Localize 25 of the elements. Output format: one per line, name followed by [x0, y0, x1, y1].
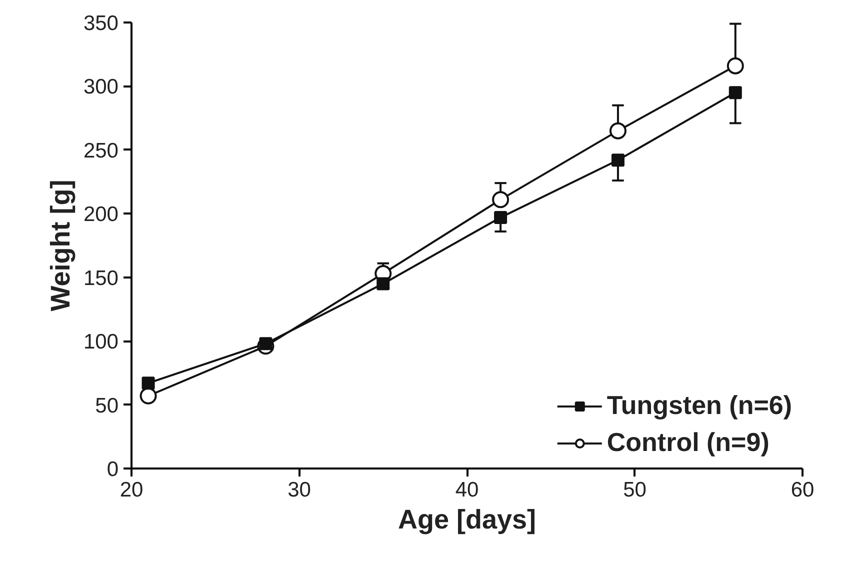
y-tick-label: 0: [106, 458, 119, 481]
x-tick-label: 30: [288, 478, 311, 502]
x-axis-title: Age [days]: [398, 504, 536, 534]
legend-label: Control (n=9): [606, 427, 770, 458]
x-tick-label: 60: [790, 478, 814, 502]
legend-label: Tungsten (n=6): [606, 390, 792, 421]
point: [611, 154, 624, 167]
y-tick-label: 50: [95, 394, 118, 418]
x-tick-label: 50: [623, 478, 646, 502]
point: [492, 191, 510, 208]
point: [376, 277, 390, 290]
y-tick-label: 350: [83, 12, 119, 35]
y-tick-label: 100: [83, 330, 119, 354]
point: [609, 122, 626, 140]
y-tick-label: 250: [83, 139, 119, 162]
y-tick-label: 300: [83, 76, 119, 99]
y-tick-label: 150: [83, 266, 119, 290]
y-tick-label: 200: [83, 203, 119, 226]
point: [726, 57, 744, 74]
point: [494, 210, 508, 224]
y-axis-title: Weight [g]: [45, 180, 76, 312]
x-tick-label: 20: [120, 478, 144, 502]
point: [728, 86, 742, 100]
x-tick-label: 40: [455, 478, 479, 502]
point: [142, 376, 155, 390]
